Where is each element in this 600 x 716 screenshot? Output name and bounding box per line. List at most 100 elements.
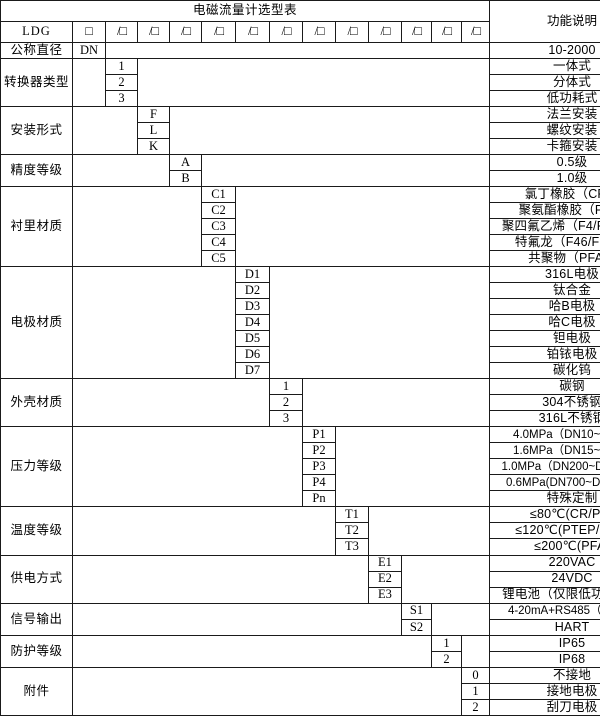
option-code-7-4[interactable]: Pn [302,490,336,508]
option-code-9-0[interactable]: E1 [368,554,402,572]
option-code-10-1[interactable]: S2 [401,618,432,636]
option-description-8-2: ≤200℃(PFA) [489,538,600,556]
option-description-10-0: 4-20mA+RS485（标配） [489,602,600,620]
option-code-10-0[interactable]: S1 [401,602,432,620]
option-description-2-0: 法兰安装 [489,106,600,124]
option-code-1-2[interactable]: 3 [105,90,138,108]
option-code-11-0[interactable]: 1 [431,634,462,652]
code-box-slash-9[interactable]: /□ [368,21,402,43]
option-code-6-1[interactable]: 2 [269,394,303,412]
option-code-8-2[interactable]: T3 [335,538,369,556]
option-code-6-0[interactable]: 1 [269,378,303,396]
option-code-1-1[interactable]: 2 [105,74,138,92]
code-box-slash-3[interactable]: /□ [169,21,202,43]
table-row: 2 分体式 [1,74,600,92]
table-row: 电极材质 D1 316L电极 [0,266,600,380]
code-box-slash-10[interactable]: /□ [401,21,432,43]
spacer-left-7 [72,426,303,508]
option-code-5-5[interactable]: D6 [235,346,270,364]
option-code-5-6[interactable]: D7 [235,362,270,380]
table-row: 温度等级 T1 ≤80℃(CR/PU) [0,506,600,556]
code-box-slash-6[interactable]: /□ [269,21,303,43]
option-code-8-0[interactable]: T1 [335,506,369,524]
option-code-3-1[interactable]: B [169,170,202,188]
option-description-8-0: ≤80℃(CR/PU) [489,506,600,524]
section-label-11: 防护等级 [0,634,73,668]
table-row: 外壳材质 1 碳钢 [0,378,600,428]
option-code-5-2[interactable]: D3 [235,298,270,316]
option-description-12-0: 不接地 [489,666,600,684]
option-code-11-1[interactable]: 2 [431,650,462,668]
code-box-slash-12[interactable]: /□ [460,21,491,43]
option-code-6-2[interactable]: 3 [269,410,303,428]
code-box-slash-2[interactable]: /□ [137,21,170,43]
spacer-right-9 [400,554,491,604]
spacer-left-8 [72,506,336,556]
table-row: 附件 0 不接地 [0,666,600,716]
table-row: 压力等级 P1 4.0MPa（DN10~150） [0,426,600,508]
option-description-11-1: IP68 [489,650,600,668]
option-code-1-0[interactable]: 1 [105,58,138,76]
option-code-7-3[interactable]: P4 [302,474,336,492]
option-code-4-1[interactable]: C2 [201,202,236,220]
option-code-3-0[interactable]: A [169,154,202,172]
option-code-7-1[interactable]: P2 [302,442,336,460]
option-description-7-1: 1.6MPa（DN15~150） [489,442,600,460]
section-label-5: 电极材质 [0,266,73,380]
table-row: 转换器类型 1 一体式 [0,58,600,108]
code-box-slash-7[interactable]: /□ [302,21,336,43]
section-label-9: 供电方式 [0,554,73,604]
option-description-5-6: 碳化钨 [489,362,600,380]
table-row: 公称直径 DN 10-2000 [0,41,600,60]
code-box-slash-4[interactable]: /□ [201,21,236,43]
option-code-12-2[interactable]: 2 [460,698,491,716]
spacer-right-2 [168,106,491,156]
code-box-slash-8[interactable]: /□ [335,21,369,43]
code-box-slash-5[interactable]: /□ [235,21,270,43]
option-code-8-1[interactable]: T2 [335,522,369,540]
code-box-slash-1[interactable]: /□ [105,21,138,43]
option-code-12-1[interactable]: 1 [460,682,491,700]
option-description-4-1: 聚氨酯橡胶（PU） [489,202,600,220]
option-description-5-0: 316L电极 [489,266,600,284]
option-code-12-0[interactable]: 0 [460,666,491,684]
option-code-2-0[interactable]: F [137,106,170,124]
option-code-5-3[interactable]: D4 [235,314,270,332]
option-code-4-2[interactable]: C3 [201,218,236,236]
option-description-6-2: 316L不锈钢 [489,410,600,428]
code-box-slash-11[interactable]: /□ [431,21,462,43]
option-description-4-3: 特氟龙（F46/FEP） [489,234,600,252]
table-row: C2 聚氨酯橡胶（PU） [1,202,600,220]
option-code-9-2[interactable]: E3 [368,586,402,604]
dn-label[interactable]: DN [72,41,106,60]
option-code-5-1[interactable]: D2 [235,282,270,300]
code-box-0[interactable]: □ [72,21,106,43]
option-description-7-0: 4.0MPa（DN10~150） [489,426,600,444]
option-code-9-1[interactable]: E2 [368,570,402,588]
option-code-7-2[interactable]: P3 [302,458,336,476]
spacer-left-11 [72,634,432,668]
option-description-6-1: 304不锈钢 [489,394,600,412]
option-code-7-0[interactable]: P1 [302,426,336,444]
spacer-left-4 [72,186,202,268]
option-code-4-0[interactable]: C1 [201,186,236,204]
option-description-12-1: 接地电极 [489,682,600,700]
spacer-left-2 [72,106,138,156]
option-code-2-1[interactable]: L [137,122,170,140]
spacer-left-12 [72,666,462,716]
table-row: S2 HART [1,618,600,636]
option-code-2-2[interactable]: K [137,138,170,156]
table-row: 供电方式 E1 220VAC [0,554,600,604]
model-prefix: LDG [0,21,73,43]
option-code-5-4[interactable]: D5 [235,330,270,348]
option-code-4-4[interactable]: C5 [201,250,236,268]
section-label-2: 安装形式 [0,106,73,156]
option-description-6-0: 碳钢 [489,378,600,396]
section-label-4: 衬里材质 [0,186,73,268]
option-code-4-3[interactable]: C4 [201,234,236,252]
option-description-5-5: 铂铱电极 [489,346,600,364]
table-row: D7 碳化钨 [1,362,600,380]
option-code-5-0[interactable]: D1 [235,266,270,284]
